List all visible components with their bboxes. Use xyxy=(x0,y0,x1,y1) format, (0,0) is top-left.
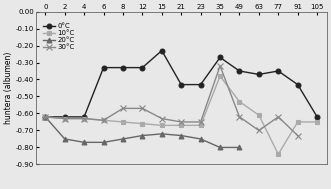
10°C xyxy=(218,75,222,77)
0°C xyxy=(179,84,183,86)
Line: 0°C: 0°C xyxy=(43,48,319,119)
0°C xyxy=(160,50,164,52)
20°C xyxy=(199,138,203,140)
0°C xyxy=(199,84,203,86)
0°C xyxy=(315,116,319,118)
0°C xyxy=(218,56,222,59)
10°C xyxy=(102,119,106,121)
0°C xyxy=(276,70,280,72)
30°C xyxy=(121,107,125,109)
20°C xyxy=(82,141,86,143)
10°C xyxy=(296,121,300,123)
10°C xyxy=(43,116,47,118)
30°C xyxy=(218,65,222,67)
10°C xyxy=(121,121,125,123)
30°C xyxy=(160,117,164,120)
30°C xyxy=(257,129,261,132)
10°C xyxy=(140,122,144,125)
20°C xyxy=(160,133,164,135)
0°C xyxy=(237,70,241,72)
30°C xyxy=(179,121,183,123)
30°C xyxy=(102,119,106,121)
30°C xyxy=(296,134,300,137)
10°C xyxy=(315,121,319,123)
Line: 30°C: 30°C xyxy=(42,63,301,138)
30°C xyxy=(237,116,241,118)
0°C xyxy=(257,73,261,76)
30°C xyxy=(43,116,47,118)
30°C xyxy=(199,121,203,123)
0°C xyxy=(296,84,300,86)
20°C xyxy=(121,138,125,140)
0°C xyxy=(43,116,47,118)
0°C xyxy=(102,67,106,69)
20°C xyxy=(43,116,47,118)
10°C xyxy=(160,124,164,126)
Line: 10°C: 10°C xyxy=(43,74,319,157)
30°C xyxy=(82,117,86,120)
10°C xyxy=(237,100,241,103)
10°C xyxy=(82,117,86,120)
0°C xyxy=(63,116,67,118)
0°C xyxy=(121,67,125,69)
Legend: 0°C, 10°C, 20°C, 30°C: 0°C, 10°C, 20°C, 30°C xyxy=(42,23,75,51)
20°C xyxy=(218,146,222,149)
30°C xyxy=(140,107,144,109)
Line: 20°C: 20°C xyxy=(43,114,242,150)
20°C xyxy=(179,134,183,137)
30°C xyxy=(276,116,280,118)
0°C xyxy=(140,67,144,69)
10°C xyxy=(199,124,203,126)
30°C xyxy=(63,117,67,120)
Y-axis label: huntera (albumen): huntera (albumen) xyxy=(4,52,13,124)
0°C xyxy=(82,116,86,118)
10°C xyxy=(179,124,183,126)
20°C xyxy=(63,138,67,140)
10°C xyxy=(257,114,261,116)
20°C xyxy=(140,134,144,137)
20°C xyxy=(237,146,241,149)
10°C xyxy=(276,153,280,155)
20°C xyxy=(102,141,106,143)
10°C xyxy=(63,117,67,120)
